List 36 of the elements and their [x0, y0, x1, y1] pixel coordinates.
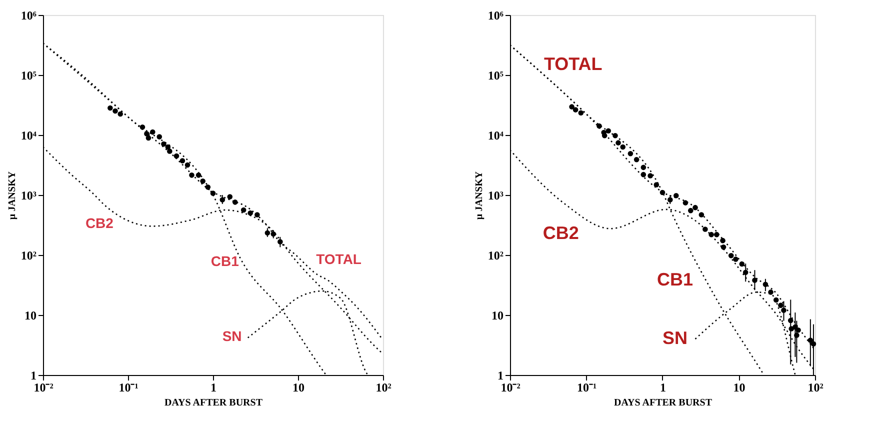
x-tick-label: 1: [210, 380, 216, 394]
y-tick-label: 10⁵: [488, 68, 504, 82]
annotation: SN: [662, 328, 688, 348]
y-tick-label: 10: [24, 308, 36, 322]
x-tick-label: 10²: [376, 380, 392, 394]
annotation: TOTAL: [544, 54, 602, 74]
annotation: CB1: [210, 252, 240, 269]
y-tick-label: 10⁶: [488, 8, 504, 22]
annotation: CB2: [85, 214, 114, 231]
x-tick-label: 10²: [808, 380, 824, 394]
y-axis-title: μ JANSKY: [474, 170, 485, 220]
x-tick-label: 10⁻²: [500, 380, 521, 394]
y-axis-title: μ JANSKY: [6, 170, 18, 220]
y-tick-label: 10²: [488, 248, 504, 262]
y-tick-label: 1: [498, 368, 504, 382]
x-tick-label: 10: [292, 380, 304, 394]
x-tick-label: 10⁻²: [34, 380, 54, 394]
annotation: TOTAL: [316, 250, 362, 267]
x-tick-label: 10⁻¹: [118, 380, 139, 394]
x-tick-label: 10⁻¹: [576, 380, 597, 394]
x-axis-title: DAYS AFTER BURST: [614, 398, 712, 408]
y-tick-label: 1: [30, 368, 36, 382]
annotation: SN: [222, 328, 242, 344]
y-tick-label: 10⁵: [20, 68, 37, 82]
y-tick-label: 10³: [20, 188, 37, 202]
x-axis-title: DAYS AFTER BURST: [164, 398, 263, 408]
y-tick-label: 10⁴: [20, 128, 37, 142]
x-tick-label: 10: [733, 380, 746, 394]
y-tick-label: 10²: [20, 248, 37, 262]
y-tick-label: 10: [492, 308, 504, 322]
y-tick-label: 10⁶: [20, 8, 37, 22]
y-tick-label: 10³: [488, 188, 504, 202]
annotation: CB2: [542, 223, 579, 244]
y-tick-label: 10⁴: [488, 128, 504, 142]
annotation: CB1: [656, 269, 694, 290]
x-tick-label: 1: [660, 380, 666, 394]
